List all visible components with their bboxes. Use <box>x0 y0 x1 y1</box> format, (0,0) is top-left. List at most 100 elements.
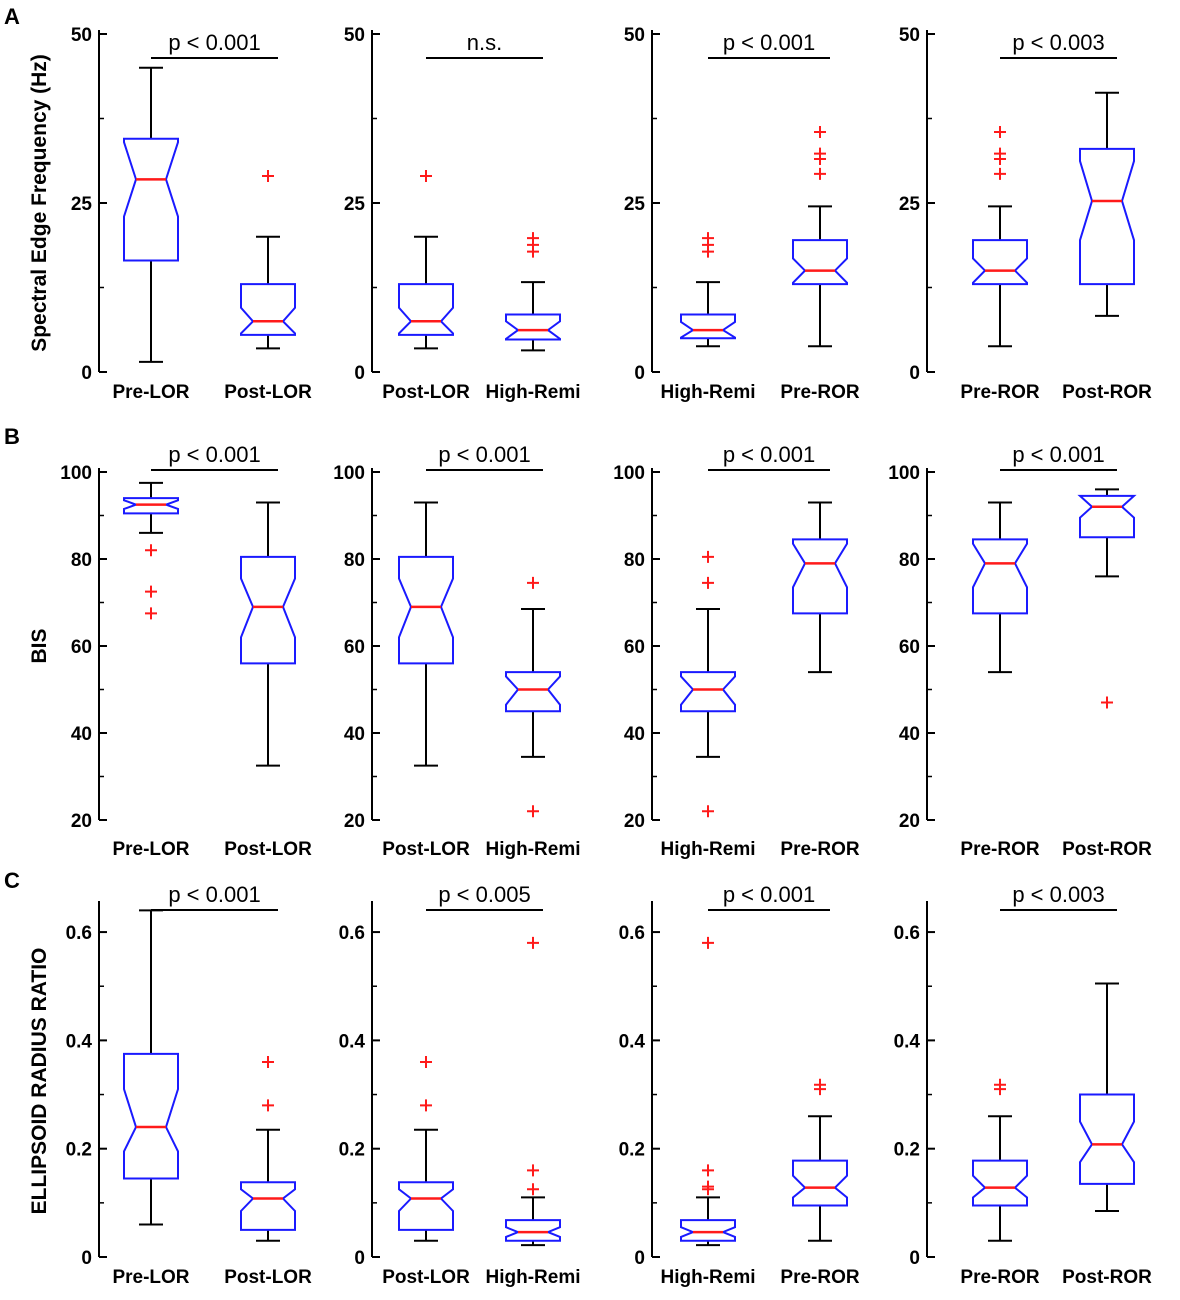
significance-label-B4: p < 0.001 <box>1012 442 1104 467</box>
significance-label-A3: p < 0.001 <box>723 30 815 55</box>
notched-box-Post-ROR <box>1079 1093 1135 1185</box>
y-axis-label-A: Spectral Edge Frequency (Hz) <box>28 54 51 352</box>
y-tick-label-B4: 40 <box>899 724 920 745</box>
y-tick-label-B4: 20 <box>899 811 920 832</box>
y-tick-label-C3: 0.6 <box>619 923 645 944</box>
notched-box-Pre-LOR <box>123 137 179 262</box>
y-tick-label-C4: 0 <box>909 1248 920 1269</box>
y-tick-label-B3: 80 <box>624 550 645 571</box>
category-label-Pre-ROR: Pre-ROR <box>780 1267 859 1288</box>
y-tick-label-B3: 40 <box>624 724 645 745</box>
y-tick-label-B3: 100 <box>613 463 645 484</box>
outlier-marker <box>702 1180 714 1193</box>
category-label-Post-LOR: Post-LOR <box>382 1267 470 1288</box>
y-tick-label-C4: 0.2 <box>894 1140 920 1161</box>
outlier-marker <box>262 1056 274 1069</box>
significance-label-C1: p < 0.001 <box>168 882 260 907</box>
notched-box-Post-LOR <box>240 555 296 665</box>
y-tick-label-B2: 100 <box>333 463 365 484</box>
outlier-marker <box>994 1078 1006 1091</box>
y-tick-label-B2: 60 <box>344 637 365 658</box>
panel-letter-C: C <box>4 868 20 893</box>
y-tick-label-B3: 20 <box>624 811 645 832</box>
y-tick-label-A2: 0 <box>354 363 365 384</box>
y-tick-label-B1: 60 <box>71 637 92 658</box>
notched-box-Post-LOR <box>398 555 454 665</box>
y-tick-label-B2: 20 <box>344 811 365 832</box>
y-tick-label-A1: 25 <box>71 194 93 215</box>
y-tick-label-C4: 0.6 <box>894 923 920 944</box>
category-label-Pre-LOR: Pre-LOR <box>112 839 189 860</box>
y-tick-label-A3: 50 <box>624 25 645 46</box>
significance-label-C2: p < 0.005 <box>438 882 530 907</box>
notched-box-High-Remi <box>505 313 561 341</box>
y-axis-label-C: ELLIPSOID RADIUS RATIO <box>28 948 51 1215</box>
outlier-marker <box>420 1056 432 1069</box>
significance-label-B3: p < 0.001 <box>723 442 815 467</box>
outlier-marker <box>527 1183 539 1196</box>
category-label-High-Remi: High-Remi <box>661 382 756 403</box>
y-tick-label-B3: 60 <box>624 637 645 658</box>
notched-box-Pre-LOR <box>123 497 179 515</box>
y-tick-label-A1: 50 <box>71 25 92 46</box>
y-tick-label-C1: 0.4 <box>66 1031 93 1052</box>
y-tick-label-A4: 0 <box>909 363 920 384</box>
category-label-High-Remi: High-Remi <box>661 1267 756 1288</box>
y-tick-label-A3: 0 <box>634 363 645 384</box>
outlier-marker <box>262 1099 274 1112</box>
outlier-marker <box>814 147 826 160</box>
notched-box-Post-LOR <box>398 1181 454 1231</box>
y-tick-label-B1: 40 <box>71 724 92 745</box>
y-axis-label-B: BIS <box>28 628 51 663</box>
outlier-marker <box>702 550 714 563</box>
category-label-High-Remi: High-Remi <box>486 839 581 860</box>
y-tick-label-C2: 0.2 <box>339 1140 365 1161</box>
outlier-marker <box>702 232 714 245</box>
notched-box-High-Remi <box>680 313 736 340</box>
significance-label-A4: p < 0.003 <box>1012 30 1104 55</box>
y-tick-label-B1: 100 <box>60 463 92 484</box>
outlier-marker <box>527 805 539 818</box>
category-label-Post-LOR: Post-LOR <box>382 382 470 403</box>
category-label-Pre-LOR: Pre-LOR <box>112 1267 189 1288</box>
panel-letter-A: A <box>4 4 20 29</box>
significance-label-A2: n.s. <box>467 30 502 55</box>
y-tick-label-C2: 0.6 <box>339 923 365 944</box>
y-tick-label-B2: 80 <box>344 550 365 571</box>
outlier-marker <box>814 126 826 139</box>
category-label-High-Remi: High-Remi <box>486 1267 581 1288</box>
notched-box-Post-LOR <box>240 1181 296 1231</box>
notched-box-Post-LOR <box>398 283 454 336</box>
notched-box-Post-LOR <box>240 283 296 336</box>
notched-box-Post-ROR <box>1077 494 1137 539</box>
y-tick-label-B1: 20 <box>71 811 92 832</box>
outlier-marker <box>994 147 1006 160</box>
y-tick-label-C3: 0.2 <box>619 1140 645 1161</box>
outlier-marker <box>527 232 539 245</box>
category-label-Pre-ROR: Pre-ROR <box>960 382 1039 403</box>
notched-box-Post-ROR <box>1079 147 1135 286</box>
outlier-marker <box>145 607 157 620</box>
outlier-marker <box>420 169 432 182</box>
outlier-marker <box>702 576 714 589</box>
outlier-marker <box>420 1099 432 1112</box>
notched-box-Pre-ROR <box>792 239 848 286</box>
notched-box-Pre-ROR <box>972 538 1028 615</box>
y-tick-label-B4: 60 <box>899 637 920 658</box>
y-tick-label-B2: 40 <box>344 724 365 745</box>
outlier-marker <box>702 936 714 949</box>
outlier-marker <box>262 169 274 182</box>
notched-box-High-Remi <box>505 671 561 713</box>
category-label-High-Remi: High-Remi <box>661 839 756 860</box>
category-label-Post-ROR: Post-ROR <box>1062 382 1152 403</box>
y-tick-label-A2: 50 <box>344 25 365 46</box>
category-label-Pre-LOR: Pre-LOR <box>112 382 189 403</box>
y-tick-label-C2: 0 <box>354 1248 365 1269</box>
notched-box-High-Remi <box>680 1219 736 1242</box>
category-label-Post-LOR: Post-LOR <box>224 382 312 403</box>
y-tick-label-A3: 25 <box>624 194 646 215</box>
outlier-marker <box>527 1164 539 1177</box>
y-tick-label-A4: 25 <box>899 194 921 215</box>
y-tick-label-C3: 0 <box>634 1248 645 1269</box>
